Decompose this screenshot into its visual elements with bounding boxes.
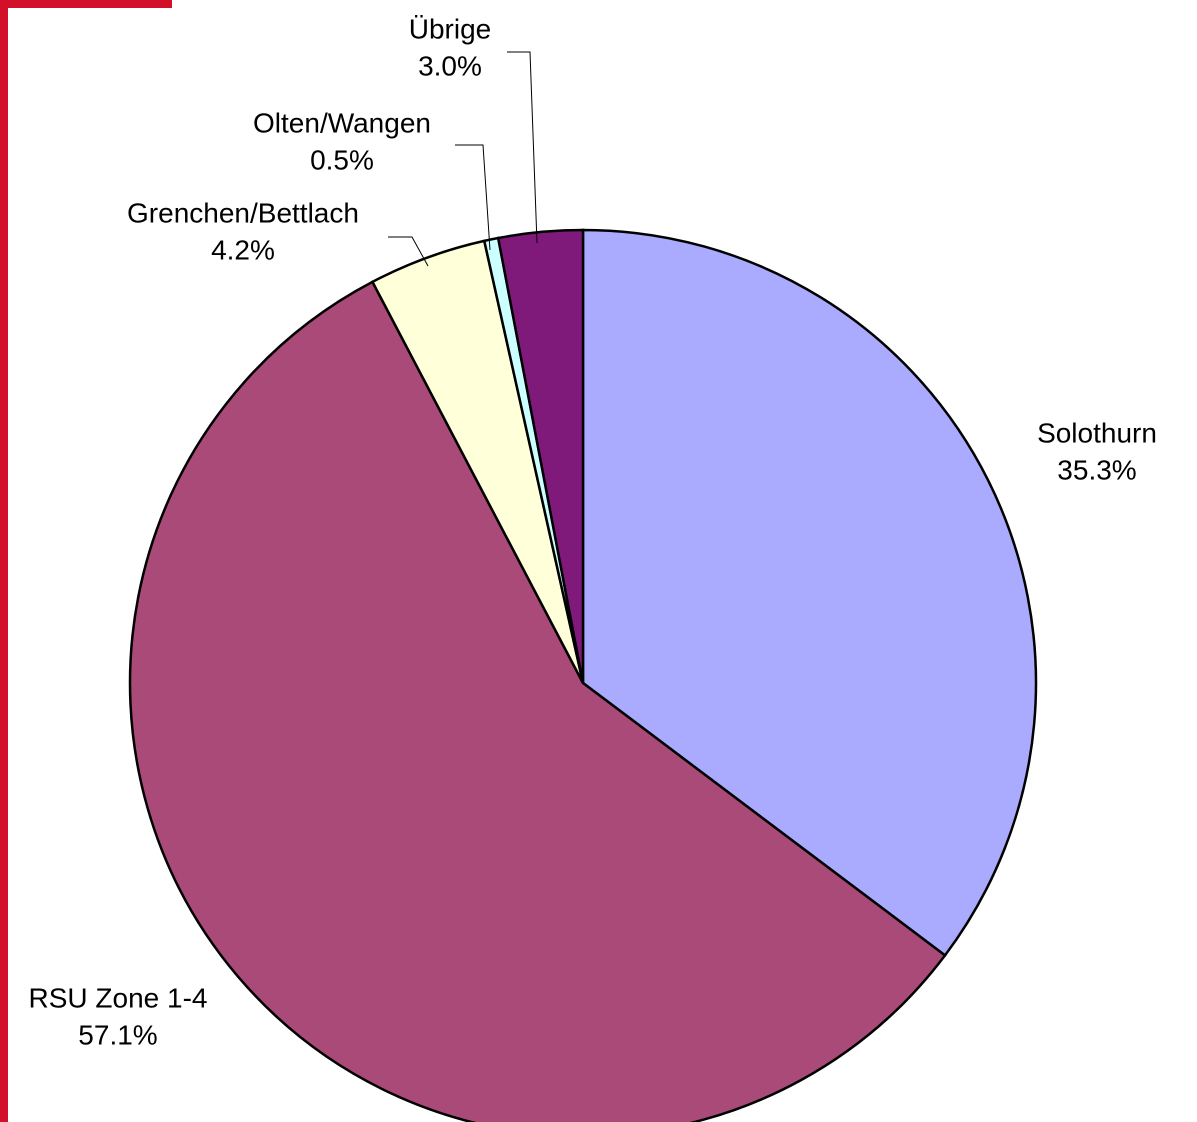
slice-value-label: 57.1%: [78, 1019, 157, 1050]
pie-slice: [496, 228, 585, 684]
pie-slice: [128, 280, 947, 1122]
slice-value-label: 4.2%: [211, 234, 275, 265]
frame-left: [0, 0, 8, 1122]
leader-line: [455, 144, 491, 251]
slice-label: RSU Zone 1-4: [29, 982, 208, 1013]
leader-line: [507, 51, 538, 244]
leader-line: [388, 236, 429, 267]
pie-slice: [581, 228, 1038, 958]
slice-value-label: 3.0%: [418, 50, 482, 81]
slice-label: Übrige: [409, 13, 491, 44]
slice-label: Solothurn: [1037, 417, 1157, 448]
frame-top: [0, 0, 172, 8]
slice-label: Grenchen/Bettlach: [127, 197, 359, 228]
slice-value-label: 35.3%: [1057, 454, 1136, 485]
slice-label: Olten/Wangen: [253, 107, 431, 138]
slice-value-label: 0.5%: [310, 144, 374, 175]
